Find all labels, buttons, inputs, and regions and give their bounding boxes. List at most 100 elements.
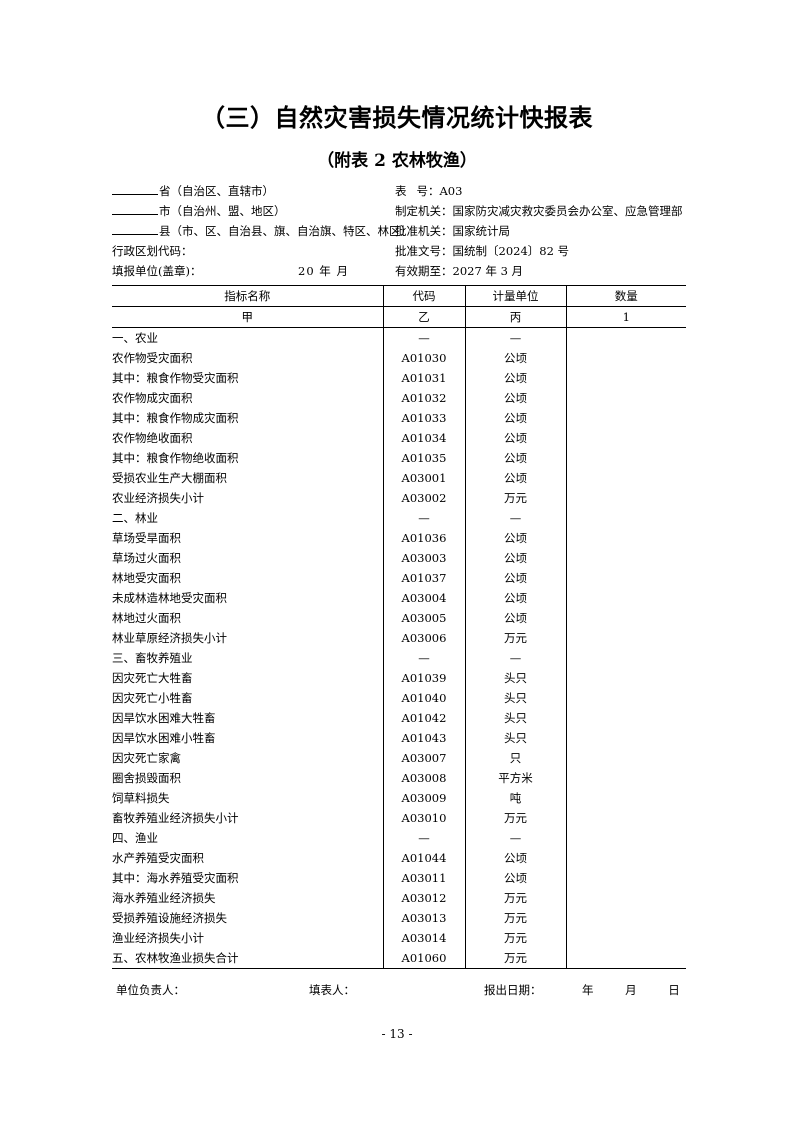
row-unit: 头只 <box>464 708 566 728</box>
row-quantity-input[interactable] <box>565 628 686 648</box>
row-unit: 公顷 <box>464 588 566 608</box>
row-unit: 公顷 <box>464 868 566 888</box>
row-quantity-input[interactable] <box>565 528 686 548</box>
table-row: 草场受旱面积 A01036 公顷 <box>112 528 686 548</box>
county-field: 县（市、区、自治县、旗、自治旗、特区、林区） <box>112 221 412 241</box>
row-quantity-input[interactable] <box>565 888 686 908</box>
row-indicator-name: 林地过火面积 <box>112 611 181 625</box>
issuer-value: 国家防灾减灾救灾委员会办公室、应急管理部 <box>452 204 683 218</box>
table-row: 农作物绝收面积 A01034 公顷 <box>112 428 686 448</box>
row-quantity-input[interactable] <box>565 327 686 348</box>
row-quantity-input[interactable] <box>565 728 686 748</box>
row-quantity-input[interactable] <box>565 408 686 428</box>
row-unit: 万元 <box>464 808 566 828</box>
row-code: A03001 <box>382 468 465 488</box>
row-unit: 吨 <box>464 788 566 808</box>
row-unit: 公顷 <box>464 408 566 428</box>
row-indicator-name: 海水养殖业经济损失 <box>112 891 216 905</box>
approver-field: 批准机关：国家统计局 <box>395 221 510 241</box>
row-quantity-input[interactable] <box>565 908 686 928</box>
row-quantity-input[interactable] <box>565 928 686 948</box>
row-indicator-name: 受损农业生产大棚面积 <box>112 471 227 485</box>
row-indicator-name: 其中：海水养殖受灾面积 <box>112 871 239 885</box>
row-indicator-name: 农作物绝收面积 <box>112 431 193 445</box>
table-row: 三、畜牧养殖业 — — <box>112 648 686 668</box>
row-quantity-input[interactable] <box>565 508 686 528</box>
row-code: A03004 <box>382 588 465 608</box>
table-row: 一、农业 — — <box>112 327 686 348</box>
row-quantity-input[interactable] <box>565 808 686 828</box>
row-unit: 万元 <box>464 928 566 948</box>
row-quantity-input[interactable] <box>565 948 686 969</box>
row-quantity-input[interactable] <box>565 608 686 628</box>
row-indicator-name: 因灾死亡小牲畜 <box>112 691 193 705</box>
preparer-label: 填表人： <box>309 983 355 997</box>
table-row: 五、农林牧渔业损失合计 A01060 万元 <box>112 948 686 969</box>
valid-until-field: 有效期至：2027 年 3 月 <box>395 261 523 281</box>
city-field: 市（自治州、盟、地区） <box>112 201 286 221</box>
table-row: 林地受灾面积 A01037 公顷 <box>112 568 686 588</box>
table-row: 其中：粮食作物受灾面积 A01031 公顷 <box>112 368 686 388</box>
row-unit: 头只 <box>464 728 566 748</box>
col-header-unit: 计量单位 <box>464 285 566 307</box>
row-quantity-input[interactable] <box>565 428 686 448</box>
row-quantity-input[interactable] <box>565 788 686 808</box>
row-indicator-name: 饲草料损失 <box>112 791 170 805</box>
col-header-code: 代码 <box>382 285 465 307</box>
table-row: 受损养殖设施经济损失 A03013 万元 <box>112 908 686 928</box>
row-quantity-input[interactable] <box>565 348 686 368</box>
row-quantity-input[interactable] <box>565 388 686 408</box>
row-quantity-input[interactable] <box>565 668 686 688</box>
row-quantity-input[interactable] <box>565 708 686 728</box>
row-quantity-input[interactable] <box>565 588 686 608</box>
row-code: A03002 <box>382 488 465 508</box>
row-quantity-input[interactable] <box>565 468 686 488</box>
row-code: A03011 <box>382 868 465 888</box>
row-code: A01042 <box>382 708 465 728</box>
row-quantity-input[interactable] <box>565 688 686 708</box>
row-quantity-input[interactable] <box>565 848 686 868</box>
row-code: A03010 <box>382 808 465 828</box>
row-indicator-name: 五、农林牧渔业损失合计 <box>112 948 383 969</box>
row-quantity-input[interactable] <box>565 768 686 788</box>
row-quantity-input[interactable] <box>565 748 686 768</box>
table-no-label-2: 号： <box>416 184 440 198</box>
col-subheader-unit: 丙 <box>464 306 566 328</box>
table-row: 农作物受灾面积 A01030 公顷 <box>112 348 686 368</box>
row-code: A01032 <box>382 388 465 408</box>
row-unit: — <box>464 327 566 348</box>
row-code: A03013 <box>382 908 465 928</box>
row-code: A01034 <box>382 428 465 448</box>
row-code: A01060 <box>382 948 465 969</box>
row-quantity-input[interactable] <box>565 488 686 508</box>
county-blank[interactable] <box>112 223 158 235</box>
row-quantity-input[interactable] <box>565 828 686 848</box>
city-label: 市（自治州、盟、地区） <box>159 204 286 218</box>
row-unit: 万元 <box>464 888 566 908</box>
row-indicator-name: 一、农业 <box>112 331 158 345</box>
row-quantity-input[interactable] <box>565 868 686 888</box>
province-blank[interactable] <box>112 183 158 195</box>
approval-doc-field: 批准文号：国统制〔2024〕82 号 <box>395 241 569 261</box>
issuer-label: 制定机关： <box>395 204 453 218</box>
row-code: A01036 <box>382 528 465 548</box>
approver-label: 批准机关： <box>395 224 453 238</box>
row-unit: 头只 <box>464 668 566 688</box>
col-header-name: 指标名称 <box>112 285 383 307</box>
row-quantity-input[interactable] <box>565 368 686 388</box>
row-unit: 公顷 <box>464 528 566 548</box>
report-date-units: 年 月 日 <box>582 983 694 997</box>
row-quantity-input[interactable] <box>565 548 686 568</box>
row-indicator-name: 其中：粮食作物成灾面积 <box>112 411 239 425</box>
row-unit: 公顷 <box>464 348 566 368</box>
city-blank[interactable] <box>112 203 158 215</box>
row-quantity-input[interactable] <box>565 568 686 588</box>
row-unit: 万元 <box>464 488 566 508</box>
row-quantity-input[interactable] <box>565 448 686 468</box>
form-header-meta: 省（自治区、直辖市） 表号：A03 市（自治州、盟、地区） 制定机关：国家防灾减… <box>112 181 686 281</box>
county-label: 县（市、区、自治县、旗、自治旗、特区、林区） <box>159 224 412 238</box>
row-quantity-input[interactable] <box>565 648 686 668</box>
meta-row-city: 市（自治州、盟、地区） 制定机关：国家防灾减灾救灾委员会办公室、应急管理部 <box>112 201 686 221</box>
row-unit: 万元 <box>464 908 566 928</box>
